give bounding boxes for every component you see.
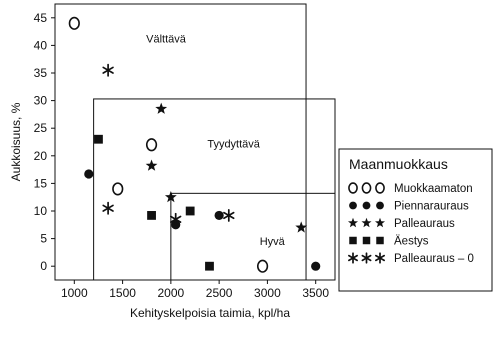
legend-marker-filled-star bbox=[361, 217, 372, 228]
data-point-filled-circle bbox=[311, 261, 321, 271]
data-point-filled-circle bbox=[214, 210, 224, 221]
legend-marker-open-circle bbox=[375, 182, 385, 194]
asterisk-stroke bbox=[361, 254, 372, 262]
y-tick-label: 15 bbox=[34, 176, 48, 190]
y-tick-label: 30 bbox=[34, 94, 48, 108]
legend-marker-filled-star bbox=[374, 217, 386, 228]
asterisk-stroke bbox=[102, 204, 114, 212]
y-tick-label: 10 bbox=[34, 204, 48, 218]
y-tick-label: 45 bbox=[34, 11, 48, 25]
asterisk-stroke bbox=[169, 215, 182, 223]
x-tick-label: 1000 bbox=[61, 286, 88, 300]
legend-glyph-open-circle bbox=[348, 182, 385, 194]
legend-marker-filled-star bbox=[347, 217, 359, 228]
legend-marker-asterisk bbox=[375, 252, 385, 264]
data-point-filled-star bbox=[145, 159, 158, 171]
data-point-asterisk bbox=[102, 63, 114, 77]
data-point-open-circle bbox=[256, 259, 269, 273]
data-point-open-circle bbox=[68, 16, 80, 30]
legend-glyph-asterisk bbox=[348, 252, 385, 264]
legend-marker-filled-circle bbox=[376, 201, 384, 210]
data-point-filled-square bbox=[185, 206, 195, 216]
legend-label: Äestys bbox=[394, 236, 429, 248]
legend-marker-filled-square bbox=[362, 236, 371, 245]
data-point-filled-star bbox=[155, 102, 168, 114]
zone-label-3: Hyvä bbox=[260, 236, 286, 248]
data-point-open-circle bbox=[112, 182, 124, 196]
data-point-filled-square bbox=[147, 211, 156, 220]
data-point-filled-star bbox=[295, 221, 308, 233]
legend: Maanmuokkaus Muokkaamaton Piennarauraus Pal… bbox=[338, 148, 493, 292]
legend-marker-asterisk bbox=[361, 252, 372, 264]
x-tick-label: 2000 bbox=[158, 286, 185, 300]
data-point-filled-star bbox=[164, 191, 177, 203]
data-point-asterisk bbox=[102, 201, 114, 215]
legend-label: Piennarauraus bbox=[394, 201, 469, 213]
legend-marker-filled-circle bbox=[362, 201, 371, 210]
y-axis-title: Aukkoisuus, % bbox=[9, 102, 23, 181]
legend-title: Maanmuokkaus bbox=[349, 156, 448, 172]
data-point-asterisk bbox=[169, 212, 182, 226]
data-point-filled-circle bbox=[84, 169, 94, 179]
legend-glyph-filled-circle bbox=[349, 201, 384, 210]
points-layer bbox=[68, 16, 321, 273]
legend-marker-open-circle bbox=[348, 182, 358, 194]
asterisk-stroke bbox=[348, 254, 358, 262]
y-tick-label: 25 bbox=[34, 121, 48, 135]
legend-marker-asterisk bbox=[348, 252, 358, 264]
zone-box-2 bbox=[93, 98, 336, 281]
zone-label-2: Tyydyttävä bbox=[207, 139, 260, 151]
zone-box-3 bbox=[170, 192, 336, 281]
legend-glyph-filled-star bbox=[347, 217, 386, 228]
x-tick-label: 3000 bbox=[254, 286, 281, 300]
y-tick-label: 20 bbox=[34, 149, 48, 163]
y-tick-label: 35 bbox=[34, 66, 48, 80]
asterisk-stroke bbox=[375, 254, 385, 262]
data-point-filled-square bbox=[205, 261, 214, 271]
data-point-open-circle bbox=[145, 138, 158, 152]
zone-label-1: Välttävä bbox=[146, 34, 187, 46]
y-tick-label: 0 bbox=[40, 259, 47, 273]
legend-marker-open-circle bbox=[361, 182, 372, 194]
x-axis-title: Kehityskelpoisia taimia, kpl/ha bbox=[130, 306, 290, 320]
asterisk-stroke bbox=[223, 211, 235, 220]
legend-label: Palleauraus – 0 bbox=[394, 253, 474, 265]
legend-label: Palleauraus bbox=[394, 218, 455, 230]
legend-marker-filled-square bbox=[349, 236, 357, 245]
y-tick-label: 40 bbox=[34, 38, 48, 52]
legend-box bbox=[338, 148, 493, 292]
legend-glyph-filled-square bbox=[349, 236, 384, 245]
data-point-asterisk bbox=[223, 208, 235, 222]
legend-label: Muokkaamaton bbox=[394, 183, 473, 195]
x-tick-label: 3500 bbox=[302, 286, 329, 300]
data-point-filled-square bbox=[94, 134, 103, 144]
legend-marker-filled-circle bbox=[349, 201, 357, 210]
axes-layer: 1000 1500 2000 2500 3000 3500 0 5 10 15 20 25 30 35 40… bbox=[9, 4, 335, 320]
legend-marker-filled-square bbox=[376, 236, 384, 245]
x-tick-label: 1500 bbox=[109, 286, 136, 300]
x-tick-label: 2500 bbox=[206, 286, 233, 300]
asterisk-stroke bbox=[102, 66, 114, 74]
y-tick-label: 5 bbox=[40, 232, 47, 246]
